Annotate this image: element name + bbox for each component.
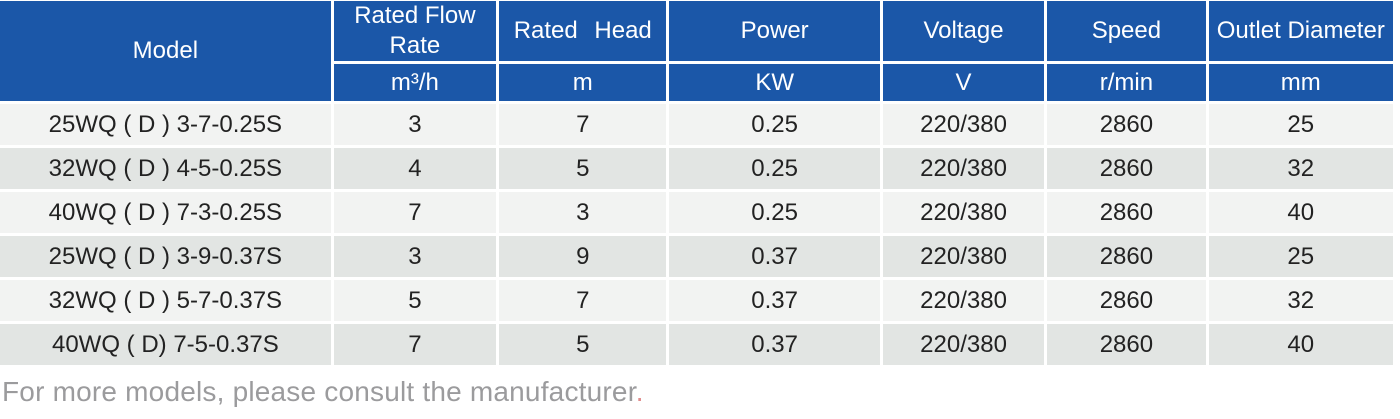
cell-speed: 2860	[1047, 192, 1206, 233]
cell-head: 5	[499, 148, 667, 189]
cell-model: 25WQ ( D ) 3-9-0.37S	[0, 236, 331, 277]
footer-note: For more models, please consult the manu…	[2, 376, 1400, 408]
cell-power: 0.37	[669, 280, 880, 321]
cell-flow: 3	[333, 104, 497, 145]
cell-voltage: 220/380	[882, 236, 1045, 277]
unit-header-outlet: mm	[1208, 64, 1393, 101]
cell-model: 25WQ ( D ) 3-7-0.25S	[0, 104, 331, 145]
cell-model: 40WQ ( D ) 7-3-0.25S	[0, 192, 331, 233]
table-row: 40WQ ( D) 7-5-0.37S 7 5 0.37 220/380 286…	[0, 324, 1393, 365]
cell-power: 0.37	[669, 236, 880, 277]
cell-voltage: 220/380	[882, 148, 1045, 189]
col-header-outlet: Outlet Diameter	[1208, 1, 1393, 61]
footer-period: .	[635, 376, 644, 407]
cell-speed: 2860	[1047, 104, 1206, 145]
col-header-model: Model	[0, 1, 331, 101]
cell-flow: 5	[333, 280, 497, 321]
unit-header-head: m	[499, 64, 667, 101]
col-header-speed: Speed	[1047, 1, 1206, 61]
cell-speed: 2860	[1047, 148, 1206, 189]
cell-head: 7	[499, 280, 667, 321]
unit-header-power: KW	[669, 64, 880, 101]
cell-speed: 2860	[1047, 324, 1206, 365]
unit-header-speed: r/min	[1047, 64, 1206, 101]
cell-head: 9	[499, 236, 667, 277]
footer-text: For more models, please consult the manu…	[2, 376, 636, 407]
cell-speed: 2860	[1047, 236, 1206, 277]
header-row-units: m³/h m KW V r/min mm	[0, 64, 1393, 101]
cell-voltage: 220/380	[882, 192, 1045, 233]
cell-speed: 2860	[1047, 280, 1206, 321]
cell-flow: 4	[333, 148, 497, 189]
cell-outlet: 40	[1208, 324, 1393, 365]
cell-power: 0.25	[669, 104, 880, 145]
cell-voltage: 220/380	[882, 324, 1045, 365]
table-row: 32WQ ( D ) 4-5-0.25S 4 5 0.25 220/380 28…	[0, 148, 1393, 189]
col-header-flow: Rated Flow Rate	[333, 1, 497, 61]
cell-outlet: 40	[1208, 192, 1393, 233]
cell-outlet: 25	[1208, 236, 1393, 277]
table-row: 40WQ ( D ) 7-3-0.25S 7 3 0.25 220/380 28…	[0, 192, 1393, 233]
cell-outlet: 32	[1208, 148, 1393, 189]
col-header-power: Power	[669, 1, 880, 61]
cell-flow: 7	[333, 324, 497, 365]
cell-outlet: 32	[1208, 280, 1393, 321]
cell-head: 5	[499, 324, 667, 365]
cell-voltage: 220/380	[882, 280, 1045, 321]
cell-power: 0.37	[669, 324, 880, 365]
cell-model: 32WQ ( D ) 4-5-0.25S	[0, 148, 331, 189]
cell-model: 40WQ ( D) 7-5-0.37S	[0, 324, 331, 365]
cell-voltage: 220/380	[882, 104, 1045, 145]
table-row: 25WQ ( D ) 3-7-0.25S 3 7 0.25 220/380 28…	[0, 104, 1393, 145]
cell-power: 0.25	[669, 148, 880, 189]
unit-header-voltage: V	[882, 64, 1045, 101]
table-row: 25WQ ( D ) 3-9-0.37S 3 9 0.37 220/380 28…	[0, 236, 1393, 277]
cell-flow: 7	[333, 192, 497, 233]
cell-model: 32WQ ( D ) 5-7-0.37S	[0, 280, 331, 321]
cell-head: 3	[499, 192, 667, 233]
pump-spec-table: Model Rated Flow Rate Rated Head Power V…	[0, 1, 1393, 365]
col-header-voltage: Voltage	[882, 1, 1045, 61]
cell-head: 7	[499, 104, 667, 145]
cell-power: 0.25	[669, 192, 880, 233]
cell-flow: 3	[333, 236, 497, 277]
table-row: 32WQ ( D ) 5-7-0.37S 5 7 0.37 220/380 28…	[0, 280, 1393, 321]
header-row-labels: Model Rated Flow Rate Rated Head Power V…	[0, 1, 1393, 101]
unit-header-flow: m³/h	[333, 64, 497, 101]
cell-outlet: 25	[1208, 104, 1393, 145]
col-header-head: Rated Head	[499, 1, 667, 61]
